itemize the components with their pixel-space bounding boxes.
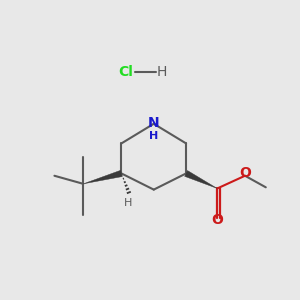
Text: O: O (211, 213, 223, 226)
Polygon shape (83, 170, 122, 184)
Text: Cl: Cl (118, 65, 134, 79)
Text: H: H (157, 65, 167, 79)
Polygon shape (185, 170, 217, 188)
Text: H: H (124, 199, 133, 208)
Text: N: N (148, 116, 160, 130)
Text: H: H (149, 131, 158, 142)
Text: O: O (239, 166, 251, 180)
